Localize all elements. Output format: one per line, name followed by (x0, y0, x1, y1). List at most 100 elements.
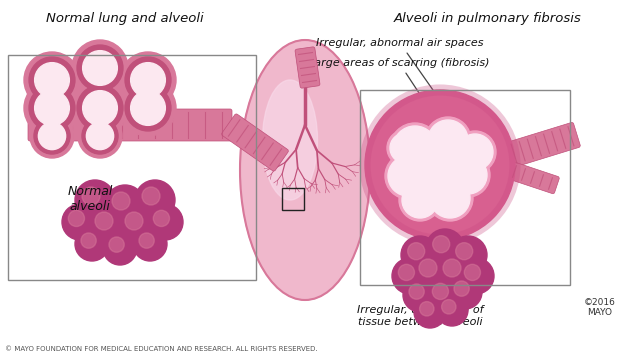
Circle shape (449, 156, 487, 194)
Circle shape (392, 258, 428, 294)
Bar (8, 55, 256, 280)
Bar (282, 188, 304, 210)
Circle shape (34, 118, 70, 154)
Circle shape (120, 80, 176, 136)
Circle shape (457, 134, 493, 170)
FancyBboxPatch shape (506, 161, 559, 194)
Circle shape (413, 143, 467, 197)
Circle shape (82, 118, 118, 154)
FancyBboxPatch shape (295, 47, 320, 88)
Circle shape (29, 57, 75, 103)
Circle shape (88, 205, 128, 245)
Circle shape (454, 281, 469, 296)
Circle shape (39, 122, 66, 150)
Circle shape (147, 204, 183, 240)
Circle shape (446, 153, 490, 197)
Circle shape (409, 284, 424, 299)
Text: Large areas of scarring (fibrosis): Large areas of scarring (fibrosis) (308, 58, 490, 153)
Circle shape (29, 85, 75, 131)
Circle shape (133, 227, 167, 261)
FancyBboxPatch shape (28, 109, 232, 141)
Circle shape (62, 204, 98, 240)
Text: Irregular, abnormal air spaces: Irregular, abnormal air spaces (316, 38, 483, 98)
Circle shape (72, 80, 128, 136)
Circle shape (390, 133, 420, 163)
Text: ©2016
MAYO: ©2016 MAYO (584, 298, 616, 318)
Circle shape (427, 175, 473, 221)
Circle shape (399, 179, 441, 221)
Circle shape (120, 52, 176, 108)
Circle shape (385, 153, 431, 199)
Circle shape (35, 91, 70, 125)
Circle shape (112, 192, 130, 210)
Circle shape (30, 114, 74, 158)
Ellipse shape (262, 80, 317, 200)
Circle shape (443, 259, 461, 277)
Circle shape (131, 63, 166, 97)
Text: Normal lung and alveoli: Normal lung and alveoli (46, 12, 204, 25)
Circle shape (454, 131, 496, 173)
Circle shape (24, 52, 80, 108)
Circle shape (401, 236, 439, 274)
Circle shape (131, 91, 166, 125)
FancyBboxPatch shape (97, 78, 138, 102)
Circle shape (125, 85, 171, 131)
Text: Normal
alveoli: Normal alveoli (68, 185, 112, 213)
Circle shape (81, 233, 96, 248)
Circle shape (402, 182, 438, 218)
Circle shape (436, 252, 476, 292)
Ellipse shape (240, 40, 370, 300)
Circle shape (105, 185, 145, 225)
Circle shape (426, 277, 462, 313)
Circle shape (77, 85, 123, 131)
Circle shape (35, 63, 70, 97)
Circle shape (154, 210, 169, 227)
Circle shape (414, 296, 446, 328)
Circle shape (393, 126, 437, 170)
Circle shape (390, 123, 440, 173)
Circle shape (72, 40, 128, 96)
Circle shape (125, 57, 171, 103)
Circle shape (408, 243, 425, 260)
Circle shape (428, 120, 468, 160)
FancyBboxPatch shape (505, 122, 580, 168)
Circle shape (419, 259, 437, 277)
Circle shape (139, 233, 154, 248)
Text: Irregular, thickening of
tissue between alveoli: Irregular, thickening of tissue between … (356, 271, 483, 326)
Circle shape (458, 258, 494, 294)
Circle shape (118, 205, 158, 245)
Circle shape (449, 236, 487, 274)
Circle shape (398, 264, 415, 281)
FancyBboxPatch shape (91, 93, 109, 132)
Circle shape (425, 117, 471, 163)
Circle shape (442, 300, 456, 314)
Circle shape (75, 227, 109, 261)
Circle shape (142, 187, 160, 205)
Text: © MAYO FOUNDATION FOR MEDICAL EDUCATION AND RESEARCH. ALL RIGHTS RESERVED.: © MAYO FOUNDATION FOR MEDICAL EDUCATION … (5, 346, 318, 352)
Circle shape (78, 114, 122, 158)
Circle shape (95, 212, 113, 230)
Circle shape (388, 156, 428, 196)
Circle shape (436, 294, 468, 326)
Circle shape (420, 301, 434, 316)
FancyBboxPatch shape (222, 114, 288, 171)
Circle shape (103, 231, 137, 265)
Bar (360, 90, 570, 285)
Circle shape (430, 178, 470, 218)
Circle shape (83, 50, 118, 85)
Circle shape (83, 91, 118, 125)
Circle shape (87, 122, 114, 150)
Circle shape (456, 243, 473, 260)
Circle shape (24, 80, 80, 136)
FancyBboxPatch shape (61, 78, 104, 102)
Circle shape (433, 236, 450, 253)
Circle shape (68, 210, 85, 227)
Circle shape (465, 264, 480, 281)
Text: Alveoli in pulmonary fibrosis: Alveoli in pulmonary fibrosis (394, 12, 582, 25)
Circle shape (365, 90, 515, 240)
Circle shape (75, 180, 115, 220)
Circle shape (403, 278, 437, 312)
Circle shape (412, 252, 452, 292)
Circle shape (82, 187, 100, 205)
Circle shape (426, 229, 464, 267)
